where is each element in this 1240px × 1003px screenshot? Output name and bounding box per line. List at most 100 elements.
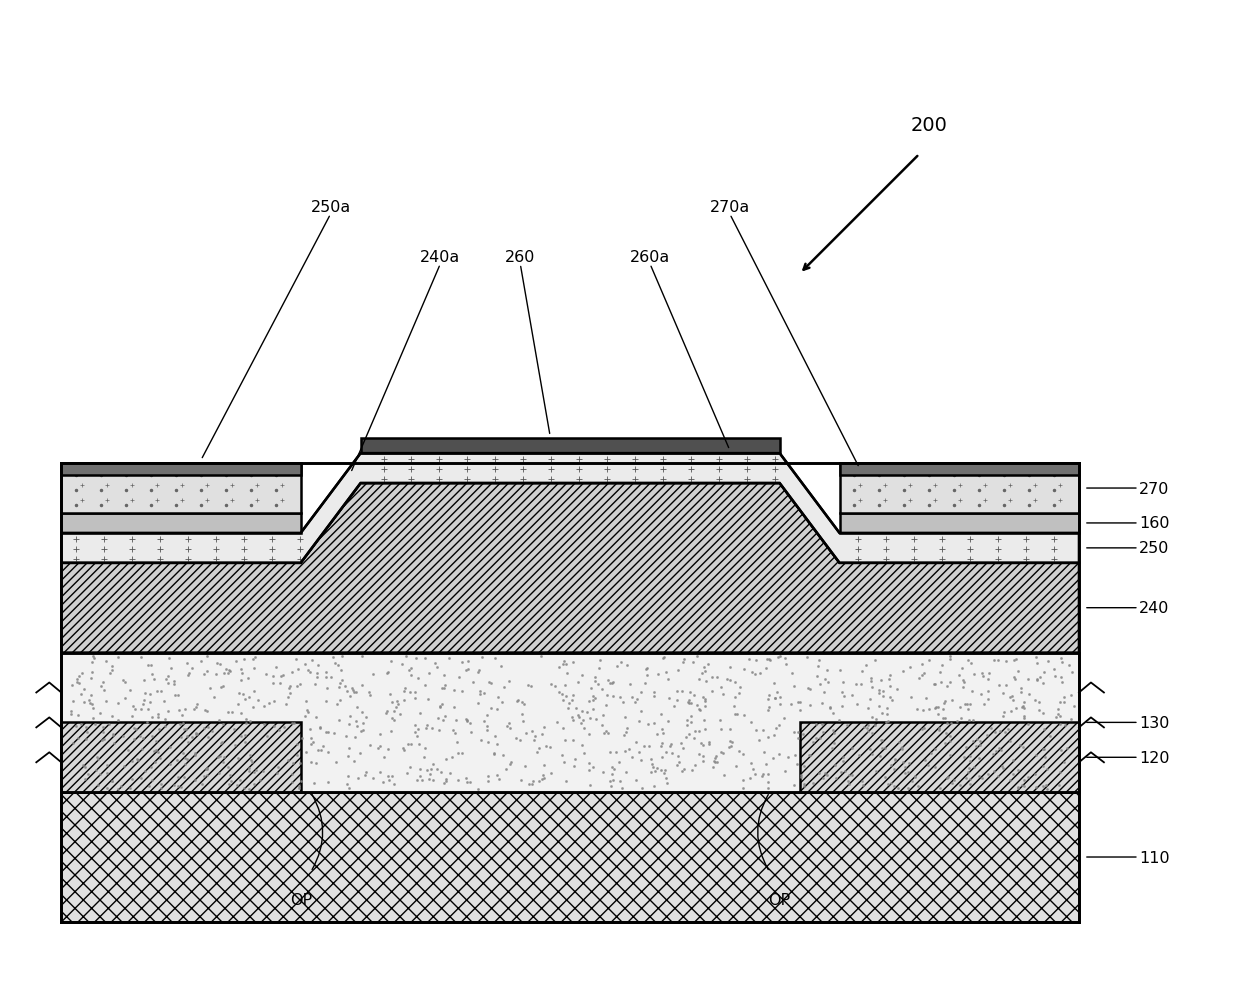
Point: [239, 781, 259, 797]
Point: [589, 660, 609, 676]
Point: [830, 712, 849, 728]
Point: [826, 770, 846, 786]
Point: [572, 715, 591, 731]
Point: [212, 734, 232, 750]
Point: [326, 754, 346, 770]
Point: [459, 661, 479, 677]
Point: [913, 657, 932, 673]
Point: [635, 675, 655, 691]
Point: [501, 754, 521, 770]
Point: [598, 672, 618, 688]
Point: [491, 659, 511, 675]
Point: [781, 697, 801, 713]
Point: [696, 691, 715, 707]
Point: [565, 751, 585, 767]
Point: [461, 724, 481, 740]
Point: [213, 754, 233, 770]
Point: [833, 753, 853, 769]
Point: [724, 698, 744, 714]
Point: [870, 748, 890, 764]
Point: [872, 706, 892, 722]
Point: [693, 689, 713, 705]
Point: [672, 683, 692, 699]
Point: [66, 718, 86, 734]
Point: [371, 726, 391, 742]
Point: [175, 756, 195, 772]
Point: [432, 764, 451, 780]
Point: [339, 768, 358, 784]
Point: [182, 660, 202, 676]
Point: [1008, 762, 1028, 778]
Point: [689, 701, 709, 717]
Point: [652, 749, 672, 765]
Point: [598, 725, 618, 741]
Point: [558, 700, 578, 716]
Point: [79, 696, 99, 712]
Point: [290, 676, 310, 692]
Point: [113, 728, 133, 744]
Point: [1033, 758, 1053, 774]
Point: [151, 683, 171, 699]
Point: [727, 706, 746, 722]
Point: [169, 702, 188, 718]
Bar: [361, 438, 780, 453]
Point: [286, 679, 306, 695]
Point: [1002, 688, 1022, 704]
Point: [901, 689, 921, 705]
Point: [346, 713, 366, 729]
Point: [935, 695, 955, 711]
Point: [717, 671, 737, 687]
Point: [1025, 649, 1045, 665]
Point: [769, 746, 789, 762]
Point: [831, 662, 851, 678]
Point: [394, 742, 414, 758]
Bar: [61, 723, 301, 792]
Point: [327, 697, 347, 713]
Point: [730, 680, 750, 696]
Point: [722, 738, 742, 754]
Point: [305, 755, 325, 771]
Point: [83, 649, 103, 665]
Point: [610, 689, 630, 705]
Point: [388, 693, 408, 709]
Text: 270: 270: [1138, 481, 1169, 496]
Point: [218, 662, 238, 678]
Point: [516, 725, 536, 741]
Point: [1027, 672, 1047, 688]
Point: [1048, 701, 1068, 717]
Point: [925, 759, 945, 775]
Point: [444, 699, 464, 715]
Point: [889, 779, 909, 795]
Point: [414, 749, 434, 765]
Point: [769, 717, 789, 733]
Point: [1061, 687, 1081, 703]
Point: [312, 738, 332, 754]
Point: [340, 716, 360, 732]
Point: [981, 720, 1001, 736]
Point: [764, 727, 784, 743]
Point: [288, 747, 308, 763]
Point: [257, 667, 277, 683]
Point: [422, 761, 441, 777]
Point: [120, 682, 140, 698]
Point: [739, 770, 759, 786]
Point: [745, 652, 765, 668]
Point: [139, 778, 159, 794]
Point: [339, 748, 358, 764]
Point: [579, 726, 599, 742]
Point: [713, 687, 733, 703]
Point: [134, 673, 154, 689]
Point: [238, 671, 258, 687]
Point: [960, 776, 980, 792]
Point: [759, 651, 779, 667]
Point: [852, 663, 872, 679]
Point: [806, 730, 826, 746]
Point: [130, 728, 150, 744]
Point: [563, 709, 583, 725]
Point: [522, 773, 542, 789]
Point: [962, 712, 982, 728]
Point: [229, 685, 249, 701]
Point: [590, 652, 610, 668]
Point: [1001, 733, 1021, 749]
Point: [99, 716, 119, 732]
